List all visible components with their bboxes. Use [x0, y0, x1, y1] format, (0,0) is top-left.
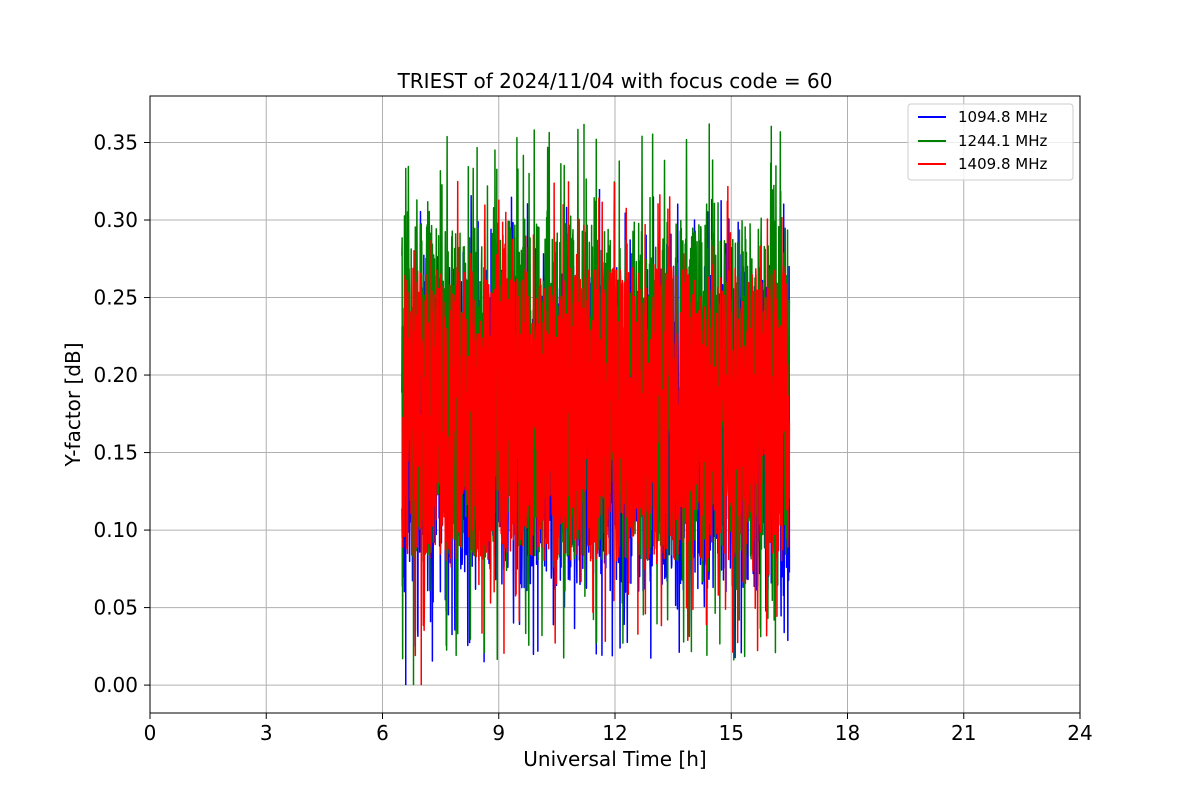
y-axis-label: Y-factor [dB] [61, 342, 85, 467]
x-tick-label: 21 [951, 721, 976, 745]
legend-label-series-3: 1409.8 MHz [958, 155, 1047, 173]
series-line-2 [401, 123, 791, 686]
x-tick-label: 24 [1067, 721, 1092, 745]
chart-title: TRIEST of 2024/11/04 with focus code = 6… [397, 69, 833, 93]
series-layer [401, 123, 791, 686]
legend-label-series-1: 1094.8 MHz [958, 108, 1047, 126]
x-axis-label: Universal Time [h] [523, 747, 706, 771]
x-tick-label: 9 [492, 721, 505, 745]
x-tick-label: 3 [260, 721, 273, 745]
y-tick-label: 0.20 [93, 363, 138, 387]
x-tick-label: 0 [144, 721, 157, 745]
y-tick-label: 0.30 [93, 208, 138, 232]
y-tick-label: 0.35 [93, 131, 138, 155]
y-tick-label: 0.15 [93, 441, 138, 465]
y-tick-label: 0.25 [93, 286, 138, 310]
x-tick-label: 15 [719, 721, 744, 745]
y-tick-label: 0.05 [93, 596, 138, 620]
axis-ticks: 0 3 6 9 12 15 18 21 24 0.00 0.05 0.10 0.15 0.20 0.25 0.… [93, 131, 1092, 745]
y-tick-label: 0.10 [93, 518, 138, 542]
y-tick-label: 0.00 [93, 673, 138, 697]
legend: 1094.8 MHz 1244.1 MHz 1409.8 MHz [907, 103, 1074, 181]
legend-label-series-2: 1244.1 MHz [958, 132, 1047, 150]
legend-box [907, 103, 1074, 181]
x-tick-label: 12 [602, 721, 627, 745]
x-tick-label: 6 [376, 721, 389, 745]
series-line-3 [401, 180, 791, 686]
x-tick-label: 18 [835, 721, 860, 745]
